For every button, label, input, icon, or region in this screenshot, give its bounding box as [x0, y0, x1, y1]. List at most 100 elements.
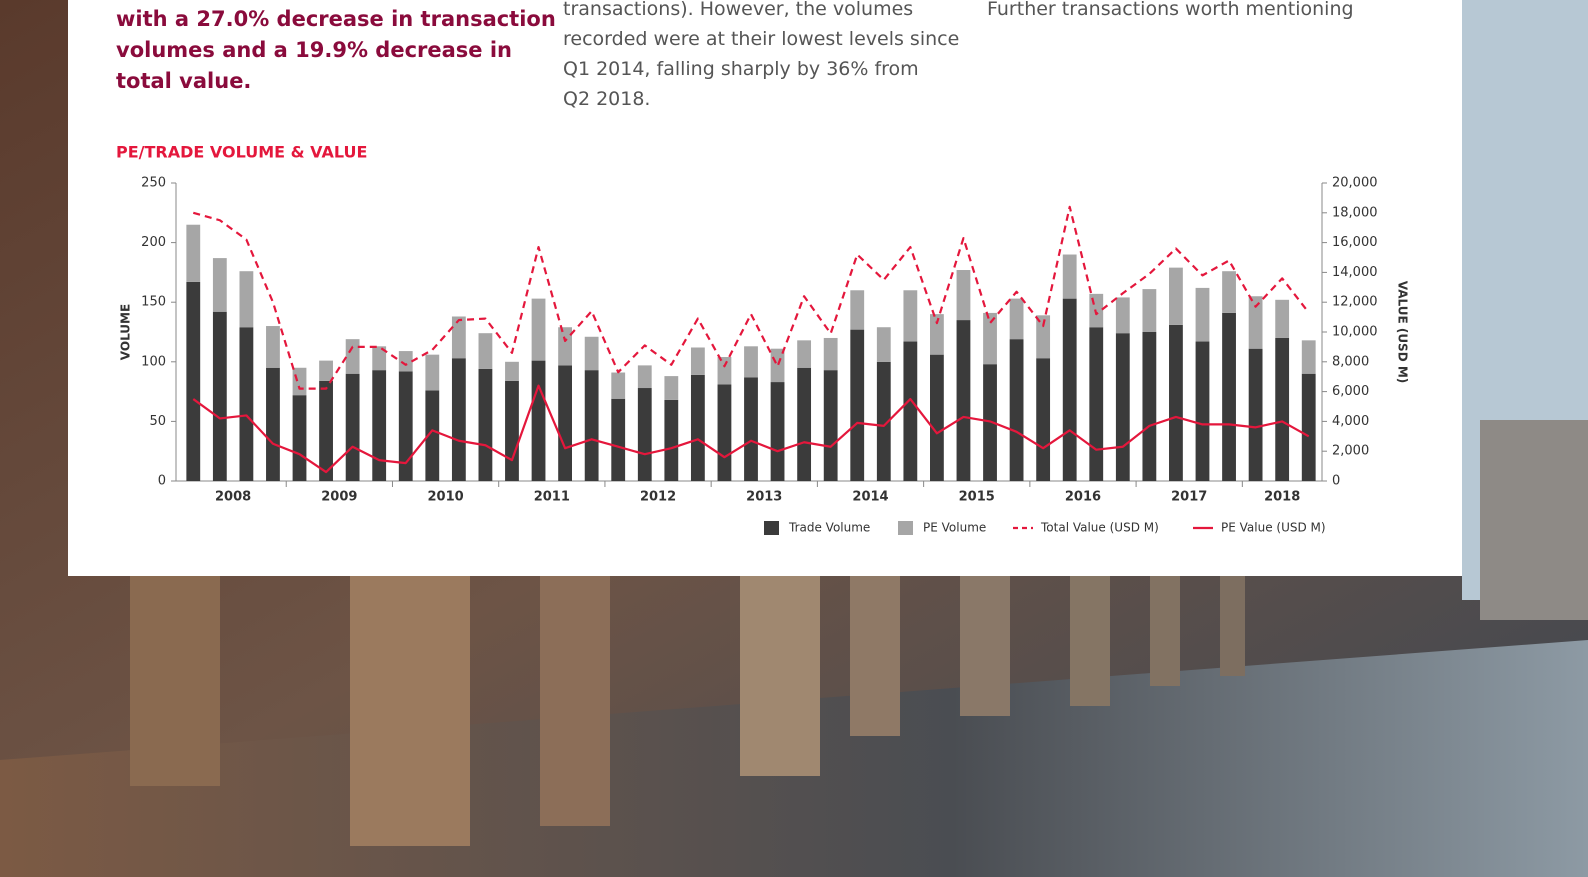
y-tick-label: 200	[141, 235, 166, 250]
bar	[186, 225, 200, 282]
bar	[1010, 339, 1024, 481]
y2-tick-label: 14,000	[1332, 265, 1378, 280]
bar	[452, 317, 466, 359]
bar	[346, 339, 360, 374]
x-year-label: 2008	[215, 490, 251, 505]
bar	[1063, 255, 1077, 299]
bar	[611, 399, 625, 481]
bar	[930, 355, 944, 481]
y2-tick-label: 4,000	[1332, 414, 1369, 429]
legend-label: Trade Volume	[788, 521, 870, 535]
bar	[293, 368, 307, 395]
bar	[1169, 268, 1183, 325]
bar	[293, 395, 307, 481]
bar	[718, 357, 732, 384]
bar	[771, 382, 785, 481]
bar	[1142, 332, 1156, 481]
y-tick-label: 50	[149, 414, 166, 429]
bar	[266, 326, 280, 368]
bar	[399, 371, 413, 481]
legend-label: Total Value (USD M)	[1040, 521, 1159, 535]
legend-swatch	[898, 521, 913, 535]
bar	[425, 355, 439, 391]
bar	[824, 338, 838, 370]
bar	[239, 327, 253, 481]
bar	[319, 361, 333, 381]
bar	[558, 327, 572, 365]
x-year-label: 2016	[1065, 490, 1101, 505]
bar	[1063, 299, 1077, 481]
y2-tick-label: 18,000	[1332, 205, 1378, 220]
bar	[1116, 297, 1130, 333]
y-tick-label: 250	[141, 176, 166, 191]
y-tick-label: 100	[141, 354, 166, 369]
bar	[505, 362, 519, 381]
bar	[1275, 300, 1289, 338]
bar	[611, 373, 625, 399]
bar	[1089, 327, 1103, 481]
bar	[1222, 313, 1236, 481]
y2-tick-label: 20,000	[1332, 176, 1378, 191]
legend-label: PE Value (USD M)	[1221, 521, 1326, 535]
x-year-label: 2014	[852, 490, 888, 505]
bar	[903, 342, 917, 481]
bar	[1302, 340, 1316, 373]
bar	[1275, 338, 1289, 481]
bar	[1010, 299, 1024, 340]
bar	[638, 365, 652, 388]
bar	[1142, 289, 1156, 332]
legend-label: PE Volume	[923, 521, 986, 535]
chart: PE/TRADE VOLUME & VALUE VOLUME VALUE (US…	[0, 0, 1588, 877]
bar	[983, 313, 997, 364]
bar	[903, 290, 917, 341]
chart-title: PE/TRADE VOLUME & VALUE	[116, 143, 367, 162]
x-year-label: 2015	[959, 490, 995, 505]
bar	[1196, 288, 1210, 342]
x-year-label: 2013	[746, 490, 782, 505]
bar	[239, 271, 253, 327]
bar	[585, 370, 599, 481]
bar	[850, 330, 864, 481]
x-year-label: 2009	[321, 490, 357, 505]
bar	[718, 384, 732, 481]
y2-tick-label: 16,000	[1332, 235, 1378, 250]
bar	[372, 370, 386, 481]
x-year-label: 2012	[640, 490, 676, 505]
bar	[532, 299, 546, 361]
legend-swatch	[764, 521, 779, 535]
bar	[585, 337, 599, 370]
bar	[186, 282, 200, 481]
bar	[797, 340, 811, 367]
bar	[664, 400, 678, 481]
bar	[266, 368, 280, 481]
x-year-label: 2010	[427, 490, 463, 505]
bar	[1036, 358, 1050, 481]
bar	[452, 358, 466, 481]
x-year-label: 2017	[1171, 490, 1207, 505]
bar	[824, 370, 838, 481]
bar	[691, 347, 705, 374]
x-year-label: 2011	[534, 490, 570, 505]
y2-tick-label: 2,000	[1332, 444, 1369, 459]
bar	[1196, 342, 1210, 481]
y2-tick-label: 6,000	[1332, 384, 1369, 399]
y2-tick-label: 0	[1332, 474, 1340, 489]
bar	[957, 270, 971, 320]
page: {"text_blocks": { "lead": ["with a 27.0%…	[0, 0, 1588, 877]
bar	[532, 361, 546, 481]
bar	[664, 376, 678, 400]
bar	[744, 377, 758, 481]
y2-axis-title: VALUE (USD M)	[1396, 281, 1410, 384]
y-tick-label: 0	[158, 474, 166, 489]
bar	[213, 258, 227, 312]
bar	[479, 369, 493, 481]
bar	[957, 320, 971, 481]
bar	[638, 388, 652, 481]
bar	[558, 365, 572, 481]
bar	[1169, 325, 1183, 481]
bar	[771, 349, 785, 382]
bar	[1249, 349, 1263, 481]
y2-tick-label: 10,000	[1332, 325, 1378, 340]
y2-tick-label: 8,000	[1332, 354, 1369, 369]
bar	[691, 375, 705, 481]
